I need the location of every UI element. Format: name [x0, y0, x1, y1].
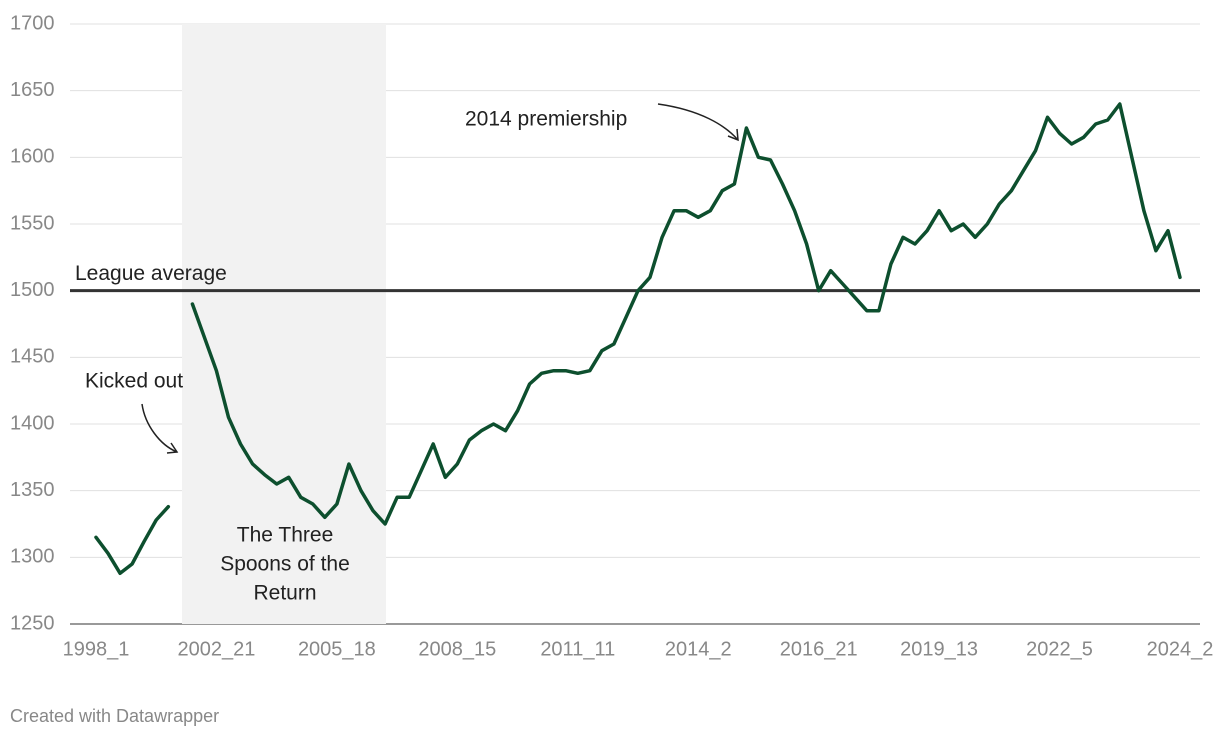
- y-tick-label: 1600: [10, 146, 55, 168]
- annotation: 2014 premiership: [465, 108, 627, 131]
- reference-label: League average: [75, 262, 227, 285]
- annotation: Spoons of the: [220, 553, 350, 576]
- y-tick-label: 1500: [10, 279, 55, 301]
- x-tick-label: 2014_2: [665, 638, 732, 660]
- x-tick-label: 2016_21: [780, 638, 858, 660]
- x-tick-label: 2019_13: [900, 638, 978, 660]
- arrow: [657, 103, 739, 141]
- y-tick-label: 1300: [10, 546, 55, 568]
- annotation: Kicked out: [85, 370, 183, 393]
- x-tick-label: 1998_1: [63, 638, 130, 660]
- data-line: [94, 102, 1182, 576]
- y-tick-label: 1650: [10, 79, 55, 101]
- arrow: [141, 403, 178, 453]
- annotation: Return: [253, 582, 316, 605]
- x-tick-label: 2024_2: [1147, 638, 1214, 660]
- y-tick-label: 1250: [10, 612, 55, 634]
- arrow-head: [166, 442, 179, 454]
- footer: Created with Datawrapper: [10, 706, 219, 726]
- y-tick-label: 1400: [10, 412, 55, 434]
- x-tick-label: 2011_11: [540, 638, 615, 660]
- x-tick-label: 2008_15: [418, 638, 496, 660]
- arrow-head: [727, 128, 739, 142]
- y-tick-label: 1350: [10, 479, 55, 501]
- y-tick-label: 1450: [10, 346, 55, 368]
- y-tick-label: 1550: [10, 212, 55, 234]
- highlight-band: [182, 24, 386, 624]
- annotation: The Three: [237, 524, 334, 547]
- x-tick-label: 2002_21: [178, 638, 256, 660]
- y-tick-label: 1700: [10, 12, 55, 34]
- x-tick-label: 2022_5: [1026, 638, 1093, 660]
- x-tick-label: 2005_18: [298, 638, 376, 660]
